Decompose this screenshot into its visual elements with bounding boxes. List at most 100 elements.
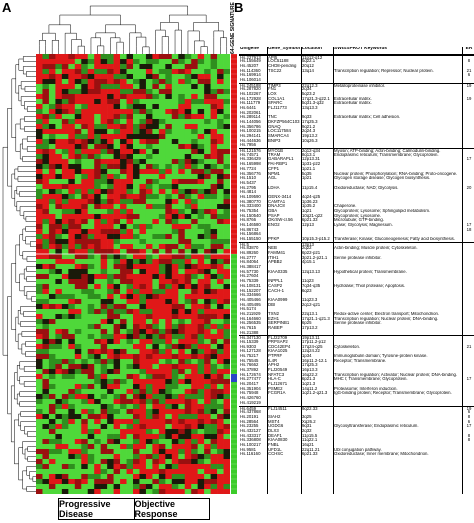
heatmap-cell (204, 239, 211, 245)
heatmap-cell (55, 254, 63, 260)
heatmap-cell (61, 224, 69, 230)
heatmap-cell (113, 154, 121, 160)
cell-location: 22q11.21 (302, 447, 320, 452)
heatmap-cell (210, 89, 218, 95)
heatmap-cell (165, 224, 173, 230)
heatmap-cell (48, 349, 56, 355)
heatmap-cell (197, 214, 205, 220)
heatmap-cell (113, 219, 121, 225)
heatmap-cell (48, 224, 56, 230)
heatmap-cell (191, 139, 198, 145)
heatmap-cell (120, 94, 127, 100)
heatmap-cell (107, 364, 114, 370)
table-row: Hs.294141 SMARCA4 19p13.2 (239, 134, 474, 139)
heatmap-cell (48, 429, 56, 435)
heatmap-cell (165, 144, 173, 150)
heatmap-cell (126, 149, 134, 155)
heatmap-cell (197, 464, 205, 470)
heatmap-cell (184, 84, 192, 90)
cell-location: 1p31-p22 (302, 162, 321, 167)
heatmap-cell (223, 244, 230, 250)
heatmap-cell (204, 219, 211, 225)
heatmap-cell (81, 259, 89, 265)
heatmap-cell (48, 334, 56, 340)
heatmap-cell (36, 119, 43, 125)
heatmap-cell (145, 344, 153, 350)
heatmap-cell (171, 414, 179, 420)
heatmap-cell (184, 444, 192, 450)
heatmap-cell (204, 129, 211, 135)
heatmap-cell (152, 459, 160, 465)
heatmap-cell (152, 274, 160, 280)
table-row: Hs.111779 SPARC 5q31.3-q32 Extracellular ma… (239, 101, 474, 106)
table-row: Hs.37892 FLJ20549 16p13.3 (239, 368, 474, 373)
table-row: Hs.405495 DBI 2q12-q21 (239, 303, 474, 308)
heatmap-cell (217, 214, 224, 220)
heatmap-cell (145, 459, 153, 465)
heatmap-cell (217, 109, 224, 115)
heatmap-cell (55, 79, 63, 85)
cell-er: 17 (466, 377, 472, 382)
heatmap-cell (178, 349, 186, 355)
heatmap-cell (223, 249, 230, 255)
heatmap-cell (48, 139, 56, 145)
heatmap-cell (152, 244, 160, 250)
heatmap-cell (74, 259, 82, 265)
heatmap-cell (158, 224, 166, 230)
heatmap-cell (223, 449, 230, 455)
table-row: Hs.109590 GENX-3414 4q24-q25 (239, 195, 474, 200)
heatmap-cell (126, 54, 134, 60)
heatmap-cell (74, 249, 82, 255)
heatmap-cell (87, 379, 95, 385)
heatmap-cell (48, 459, 56, 465)
heatmap-cell (55, 279, 63, 285)
cell-gene-symbol: CFP1 (268, 166, 279, 171)
heatmap-cell (133, 454, 140, 460)
heatmap-cell (48, 99, 56, 105)
heatmap-cell (139, 109, 147, 115)
heatmap-cell (94, 394, 101, 400)
heatmap-cell (204, 244, 211, 250)
heatmap-cell (171, 469, 179, 475)
heatmap-cell (171, 484, 179, 490)
cell-location: 12p13.31 (302, 157, 320, 162)
heatmap-cell (184, 259, 192, 265)
cell-location: 11p15.5 (302, 433, 318, 438)
heatmap-cell (204, 134, 211, 140)
heatmap-cell (74, 219, 82, 225)
heatmap-cell (210, 359, 218, 365)
heatmap-cell (120, 209, 127, 215)
heatmap-cell (94, 469, 101, 475)
heatmap-cell (36, 269, 43, 275)
heatmap-cell (158, 219, 166, 225)
heatmap-cell (152, 114, 160, 120)
heatmap-cell (61, 254, 69, 260)
heatmap-cell (74, 109, 82, 115)
heatmap-cell (184, 384, 192, 390)
heatmap-cell (139, 264, 147, 270)
heatmap-cell (171, 394, 179, 400)
table-row: Hs.57730 KIAA0335 12q13.13 Hypothetical pro… (239, 270, 474, 275)
cell-unigene: Hs.351904 (240, 386, 261, 391)
heatmap-cell (145, 474, 153, 480)
heatmap-cell (36, 329, 43, 335)
heatmap-cell (61, 324, 69, 330)
heatmap-cell (126, 374, 134, 380)
heatmap-cell (139, 289, 147, 295)
heatmap-cell (133, 249, 140, 255)
heatmap-cell (107, 89, 114, 95)
heatmap-cell (107, 409, 114, 415)
cell-unigene: Hs.155649 (240, 59, 261, 64)
heatmap-cell (81, 429, 89, 435)
table-row: Hs.156864 (239, 232, 474, 237)
heatmap-cell (191, 449, 198, 455)
heatmap-cell (133, 54, 140, 60)
cell-gene-symbol: DLX3 (268, 428, 279, 433)
heatmap-cell (100, 164, 108, 170)
heatmap-cell (126, 209, 134, 215)
heatmap-cell (87, 124, 95, 130)
heatmap-cell (204, 314, 211, 320)
heatmap-cell (126, 124, 134, 130)
heatmap-cell (81, 444, 89, 450)
heatmap-cell (120, 449, 127, 455)
